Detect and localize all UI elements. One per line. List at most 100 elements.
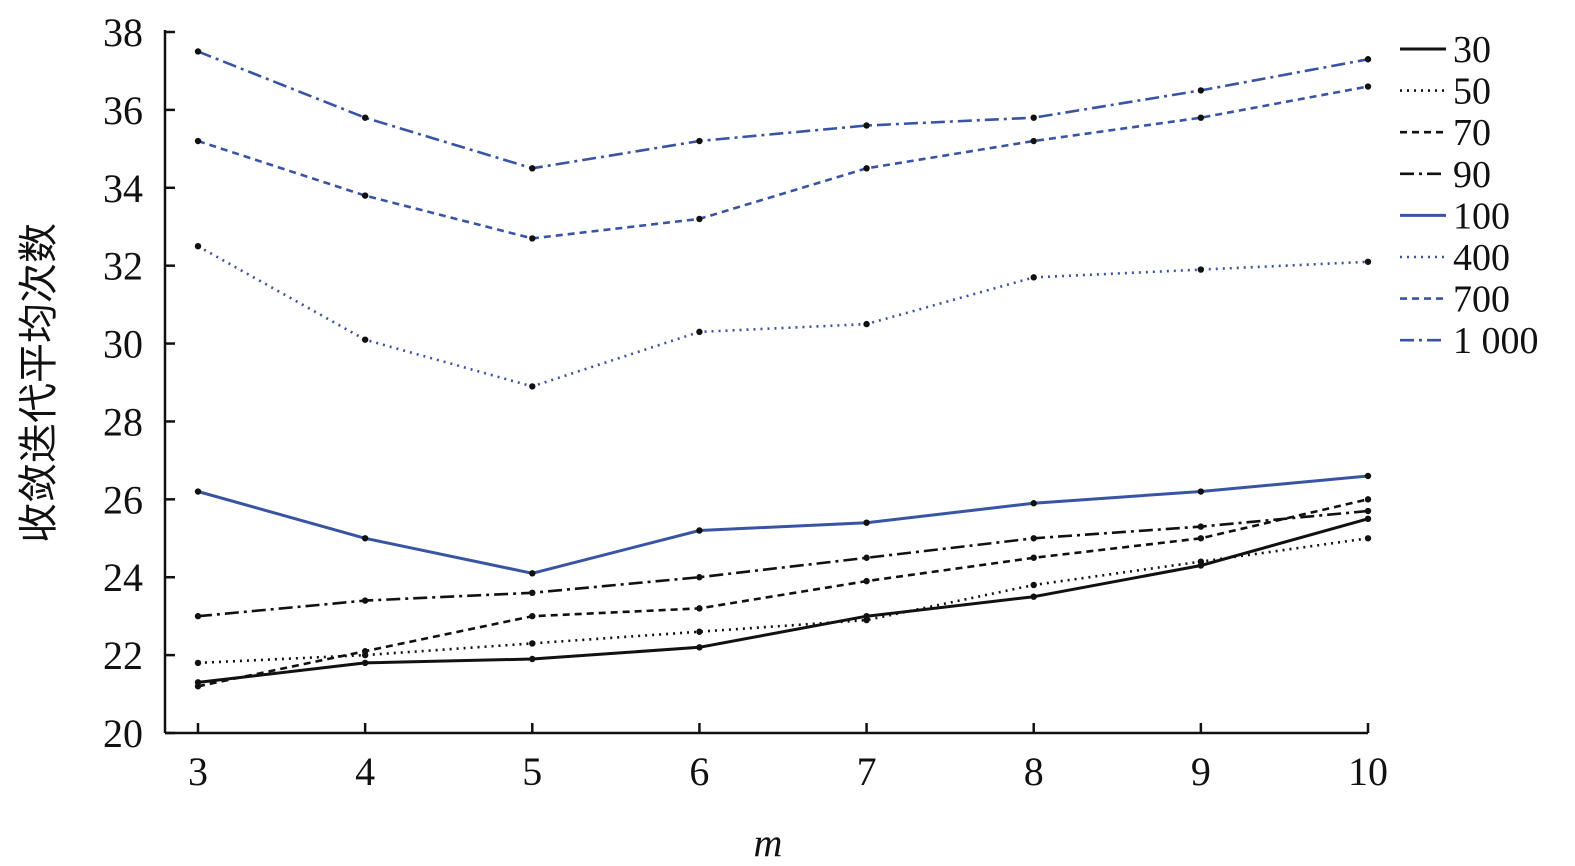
y-tick-label: 28 [103, 399, 143, 444]
x-tick-label: 4 [355, 749, 375, 794]
series-line [197, 245, 1369, 388]
series-4 [194, 472, 1372, 577]
data-point [361, 648, 369, 655]
legend-label: 70 [1453, 112, 1491, 154]
data-point [1197, 114, 1205, 121]
series-line [197, 537, 1369, 665]
data-point [194, 242, 202, 250]
data-point [529, 589, 536, 596]
data-point [529, 640, 536, 647]
data-point [1364, 507, 1372, 515]
x-tick-label: 5 [522, 749, 542, 794]
data-point [1030, 137, 1037, 145]
data-point [194, 137, 202, 145]
series-line [197, 85, 1369, 240]
data-point [1030, 581, 1037, 589]
data-point [1197, 87, 1205, 94]
data-point [696, 574, 703, 581]
data-point [529, 612, 536, 620]
data-point [863, 577, 870, 585]
data-point [1030, 554, 1037, 561]
data-point [696, 137, 703, 145]
data-point [863, 165, 870, 172]
legend-label: 50 [1453, 71, 1491, 113]
data-point [863, 320, 870, 328]
data-point [361, 192, 369, 199]
data-point [863, 519, 870, 526]
y-tick-label: 32 [103, 244, 143, 289]
series-2 [194, 496, 1372, 690]
data-point [1364, 515, 1372, 523]
series-1 [194, 535, 1372, 667]
data-point [863, 554, 870, 561]
data-point [529, 165, 536, 172]
data-point [696, 644, 703, 651]
series-line [197, 498, 1369, 688]
x-tick-label: 7 [857, 749, 877, 794]
x-axis-title: m [754, 820, 783, 865]
y-tick-label: 20 [103, 711, 143, 756]
data-point [1197, 535, 1205, 542]
series-line [197, 509, 1369, 618]
data-point [1364, 56, 1372, 63]
data-point [361, 659, 369, 667]
x-tick-label: 3 [188, 749, 208, 794]
legend-label: 90 [1453, 154, 1491, 196]
data-point [1364, 258, 1372, 265]
data-point [696, 527, 703, 534]
y-tick-label: 26 [103, 477, 143, 522]
y-tick-label: 24 [103, 555, 143, 600]
data-point [361, 336, 369, 343]
data-point [361, 535, 369, 542]
data-point [194, 683, 202, 690]
legend-label: 400 [1453, 237, 1510, 279]
legend-label: 1 000 [1453, 320, 1539, 362]
legend-label: 100 [1453, 195, 1510, 237]
y-tick-label: 38 [103, 10, 143, 55]
data-point [1197, 266, 1205, 273]
series-line [197, 474, 1369, 575]
series-layer [194, 48, 1372, 690]
data-point [1364, 496, 1372, 503]
y-axis-title: 收敛迭代平均次数 [16, 223, 61, 543]
data-point [863, 122, 870, 129]
data-point [1030, 593, 1037, 600]
data-point [361, 597, 369, 604]
x-tick-label: 6 [689, 749, 709, 794]
data-point [194, 48, 202, 55]
data-point [1197, 558, 1205, 565]
data-point [696, 328, 703, 336]
data-point [696, 605, 703, 612]
data-point [1030, 274, 1037, 281]
series-5 [194, 242, 1372, 390]
series-3 [194, 507, 1372, 620]
data-point [194, 612, 202, 620]
data-point [529, 655, 536, 663]
data-point [529, 383, 536, 390]
data-point [1030, 114, 1037, 121]
data-point [1030, 500, 1037, 507]
y-tick-label: 22 [103, 633, 143, 678]
series-line [197, 517, 1369, 684]
x-tick-label: 9 [1191, 749, 1211, 794]
series-line [197, 50, 1369, 170]
x-tick-label: 8 [1024, 749, 1044, 794]
data-point [529, 570, 536, 577]
y-tick-label: 36 [103, 88, 143, 133]
data-point [1197, 523, 1205, 530]
data-point [529, 235, 536, 242]
data-point [194, 659, 202, 667]
x-tick-label: 10 [1348, 749, 1388, 794]
legend-label: 30 [1453, 29, 1491, 71]
legend-label: 700 [1453, 279, 1510, 321]
data-point [361, 114, 369, 121]
series-7 [194, 48, 1372, 172]
data-point [1030, 535, 1037, 542]
data-point [1364, 535, 1372, 542]
data-point [696, 628, 703, 635]
y-tick-label: 30 [103, 322, 143, 367]
data-point [1364, 83, 1372, 90]
